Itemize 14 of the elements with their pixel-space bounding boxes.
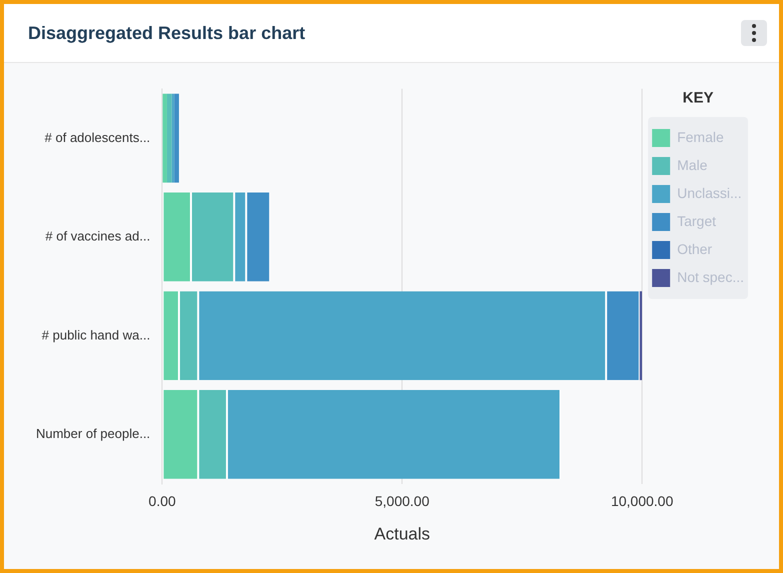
y-tick-label: # of vaccines ad... (45, 228, 150, 244)
chart-title: Disaggregated Results bar chart (28, 22, 306, 44)
x-axis-title: Actuals (374, 524, 430, 544)
x-tick-label: 5,000.00 (374, 493, 430, 510)
legend-title: KEY (682, 90, 714, 107)
y-tick-label: # of adolescents... (44, 130, 150, 145)
y-tick-label: Number of people... (36, 426, 150, 442)
bar (162, 94, 167, 183)
bar (174, 94, 179, 183)
x-tick-label: 10,000.00 (610, 493, 674, 510)
x-tick-label: 0.00 (148, 493, 176, 510)
bar (166, 94, 172, 183)
bar (640, 291, 642, 380)
y-tick-label: # public hand wa... (42, 327, 150, 342)
